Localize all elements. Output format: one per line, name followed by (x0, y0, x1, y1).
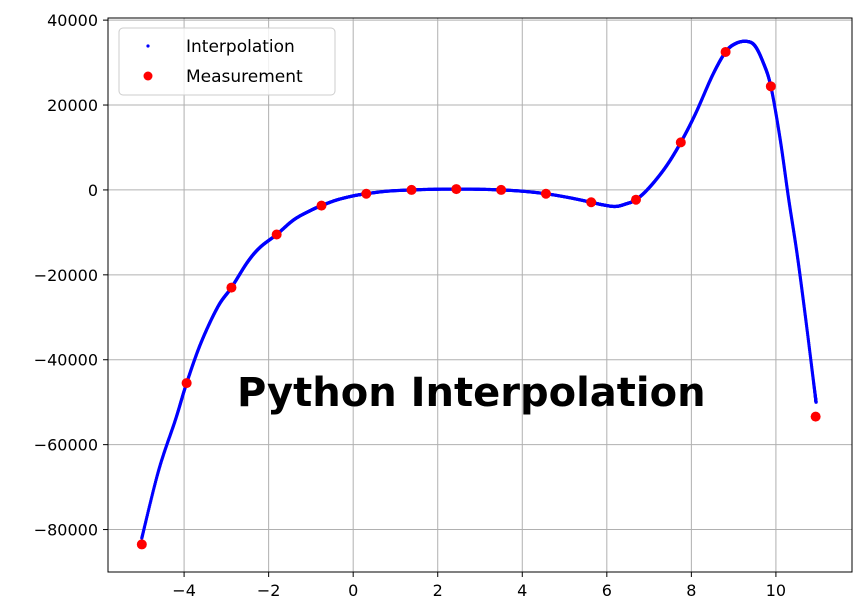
y-tick-label: −40000 (34, 351, 98, 370)
axis-ticks: −4 −2 0 2 4 6 8 10 40000 20000 0 −20000 −40000 −60000… (34, 11, 786, 600)
measurement-point (630, 194, 641, 205)
y-tick-label: 0 (88, 181, 98, 200)
legend-label-interpolation: Interpolation (186, 37, 295, 57)
legend-marker-interpolation (146, 44, 150, 48)
measurement-point (361, 188, 372, 199)
interpolation-series (140, 39, 818, 540)
measurement-point (136, 539, 147, 550)
measurement-point (765, 81, 776, 92)
y-tick-label: 40000 (47, 11, 98, 30)
y-tick-label: −20000 (34, 266, 98, 285)
y-tick-label: 20000 (47, 96, 98, 115)
measurement-point (720, 46, 731, 57)
measurement-point (810, 411, 821, 422)
x-tick-label: 8 (686, 581, 696, 600)
legend-marker-measurement (143, 71, 153, 81)
measurement-point (316, 200, 327, 211)
measurement-point (181, 378, 192, 389)
legend-box (118, 27, 336, 96)
x-tick-label: 6 (602, 581, 612, 600)
measurement-series (136, 46, 821, 550)
legend: Interpolation Measurement (118, 27, 336, 96)
y-tick-label: −60000 (34, 436, 98, 455)
interpolation-point (814, 400, 818, 404)
annotation-text: Python Interpolation (237, 370, 706, 416)
measurement-point (271, 229, 282, 240)
x-tick-label: 0 (348, 581, 358, 600)
x-tick-label: 2 (433, 581, 443, 600)
x-tick-label: 4 (517, 581, 527, 600)
legend-label-measurement: Measurement (186, 67, 303, 87)
y-tick-label: −80000 (34, 521, 98, 540)
measurement-point (496, 184, 507, 195)
measurement-point (675, 137, 686, 148)
measurement-point (451, 184, 462, 195)
measurement-point (226, 282, 237, 293)
x-tick-label: −2 (257, 581, 281, 600)
measurement-point (586, 197, 597, 208)
x-tick-label: 10 (766, 581, 786, 600)
x-tick-label: −4 (172, 581, 196, 600)
plot-frame (107, 17, 853, 573)
measurement-point (540, 188, 551, 199)
measurement-point (406, 184, 417, 195)
